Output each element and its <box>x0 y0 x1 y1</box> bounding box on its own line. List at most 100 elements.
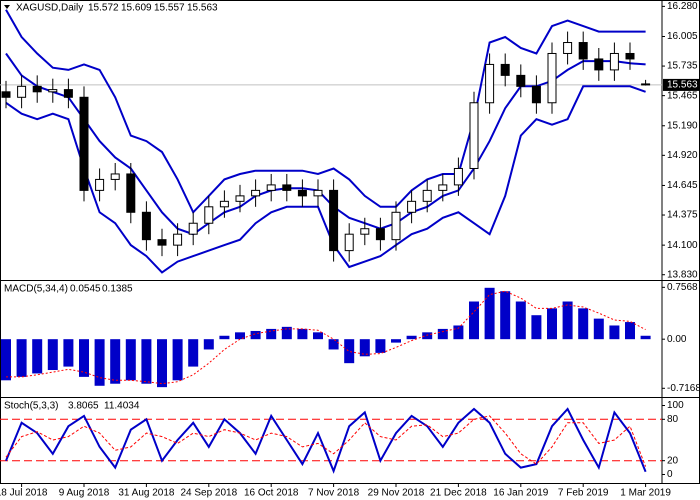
candle-body <box>32 85 42 93</box>
candle-body <box>360 228 370 235</box>
y-tick-label: 14.920 <box>667 150 698 161</box>
macd-bar <box>625 322 635 340</box>
x-tick-label: 1 Mar 2019 <box>620 488 671 499</box>
stoch-k <box>5 407 647 474</box>
candle-body <box>141 211 151 241</box>
macd-bar <box>281 326 292 340</box>
candle-body <box>531 85 541 104</box>
macd-bar <box>578 308 589 340</box>
candle-body <box>500 63 510 76</box>
x-tick-label: 21 Dec 2018 <box>430 488 487 499</box>
candle-body <box>453 167 463 186</box>
macd-bar <box>16 339 27 377</box>
y-tick-label: 20 <box>667 455 679 466</box>
candle-body <box>235 195 245 202</box>
bollinger-lower <box>5 85 646 274</box>
macd-bar <box>484 287 495 340</box>
candle-body <box>375 228 385 241</box>
macd-bar <box>547 308 557 340</box>
y-tick-label: 14.645 <box>667 180 698 191</box>
candle-body <box>594 58 604 71</box>
candle-body <box>79 96 89 191</box>
macd-bar <box>79 339 89 377</box>
candle-body <box>344 233 354 252</box>
candle-body <box>609 52 619 71</box>
candle-body <box>188 222 198 235</box>
x-tick-label: 7 Feb 2019 <box>558 488 609 499</box>
y-tick-label: 0.7568 <box>667 282 698 293</box>
candle-body <box>391 211 401 241</box>
macd-bar <box>125 339 136 381</box>
macd-bar <box>469 301 479 340</box>
y-tick-label: 16.280 <box>667 1 698 12</box>
indicator-value: 0.1385 <box>102 284 133 295</box>
macd-bar <box>344 339 355 364</box>
ohlc-value: 15.563 <box>187 3 218 14</box>
x-tick-label: 24 Sep 2018 <box>180 488 237 499</box>
candle-body <box>63 89 73 98</box>
y-tick-label: 80 <box>667 414 679 425</box>
macd-bar <box>157 339 167 388</box>
candle-body <box>126 173 136 213</box>
macd-bar <box>375 339 386 353</box>
y-tick-label: 100 <box>667 400 684 411</box>
x-tick-label: 7 Nov 2018 <box>308 488 360 499</box>
macd-bar <box>297 328 308 340</box>
candle-body <box>110 173 120 180</box>
bollinger-upper <box>5 9 646 215</box>
candle-body <box>17 85 27 98</box>
x-tick-label: 31 Aug 2018 <box>118 488 175 499</box>
macd-bar <box>219 335 230 340</box>
candle-body <box>48 89 58 93</box>
candle-body <box>173 233 183 246</box>
candle-body <box>329 189 339 252</box>
macd-bar <box>515 301 526 340</box>
menu-icon <box>4 5 10 9</box>
x-tick-label: 9 Aug 2018 <box>59 488 110 499</box>
macd-bar <box>640 335 651 340</box>
x-tick-label: 29 Nov 2018 <box>368 488 425 499</box>
macd-bar <box>1 339 11 381</box>
x-tick-label: 18 Jul 2018 <box>0 488 48 499</box>
y-tick-label: 15.735 <box>667 61 698 72</box>
candle-body <box>438 184 448 191</box>
candle-body <box>1 91 11 98</box>
candle-body <box>313 189 323 197</box>
y-tick-label: 16.005 <box>667 31 698 42</box>
macd-bar <box>63 339 74 367</box>
candle-body <box>578 42 588 60</box>
macd-bar <box>250 330 261 340</box>
y-tick-label: 14.375 <box>667 210 698 221</box>
macd-bar <box>94 339 105 386</box>
indicator-value: 3.8065 <box>68 401 99 412</box>
macd-bar <box>172 339 183 381</box>
y-tick-label: 15.190 <box>667 120 698 131</box>
macd-bar <box>328 339 339 350</box>
indicator-title: Stoch(5,3,3) <box>4 401 58 412</box>
y-tick-label: 0 <box>667 469 673 480</box>
candle-body <box>297 189 307 197</box>
y-tick-label: -0.7168 <box>667 383 700 394</box>
candle-body <box>157 239 167 246</box>
macd-bar <box>500 291 511 340</box>
candle-body <box>563 42 573 54</box>
price-marker-box <box>663 78 700 91</box>
candle-body <box>204 206 214 224</box>
macd-bar <box>422 332 433 340</box>
macd-bar <box>32 339 43 374</box>
candle-body <box>282 184 292 191</box>
macd-bar <box>453 325 464 340</box>
macd-bar <box>235 332 245 340</box>
indicator-title: MACD(5,34,4) <box>4 284 68 295</box>
indicator-value: 11.4034 <box>104 401 140 412</box>
candle-body <box>251 189 261 197</box>
candle-body <box>407 200 417 213</box>
macd-signal <box>6 290 646 385</box>
macd-bar <box>391 339 401 343</box>
bollinger-middle <box>5 52 646 236</box>
macd-bar <box>609 325 620 340</box>
macd-bar <box>47 339 58 371</box>
indicator-value: 0.0545 <box>70 284 101 295</box>
candle-body <box>219 200 229 208</box>
